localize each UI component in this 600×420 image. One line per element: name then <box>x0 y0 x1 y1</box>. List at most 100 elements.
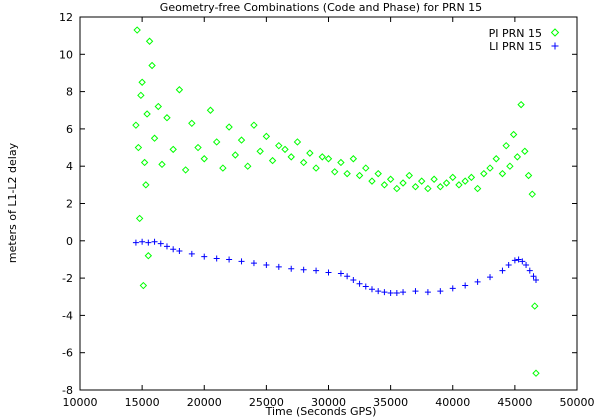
pi-prn-15-point <box>486 164 494 172</box>
y-tick-label: -2 <box>62 272 73 285</box>
li-prn-15-point <box>170 246 177 253</box>
pi-prn-15-point <box>411 183 420 191</box>
li-prn-15-point <box>505 262 512 269</box>
pi-prn-15-point <box>473 184 482 193</box>
li-prn-15-point <box>350 276 357 283</box>
pi-prn-15-point <box>506 162 514 170</box>
pi-prn-15-point <box>163 114 171 122</box>
x-tick-label: 40000 <box>435 396 470 409</box>
li-prn-15-point <box>157 240 164 247</box>
li-prn-15-point <box>462 282 469 289</box>
pi-prn-15-point <box>144 252 153 260</box>
y-tick-label: 4 <box>66 160 73 173</box>
pi-prn-15-point <box>237 136 246 144</box>
x-tick-label: 10000 <box>63 396 98 409</box>
pi-prn-15-point <box>306 149 314 157</box>
pi-prn-15-point <box>337 158 345 167</box>
pi-prn-15-point <box>135 214 144 223</box>
pi-prn-15-point <box>399 179 407 187</box>
legend-marker-diamond <box>550 28 560 37</box>
pi-prn-15-point <box>442 179 451 187</box>
pi-prn-15-point <box>143 110 151 118</box>
li-prn-15-point <box>176 248 183 255</box>
li-prn-15-point <box>213 255 220 262</box>
li-prn-15-point <box>151 238 158 245</box>
pi-prn-15-point <box>467 173 476 182</box>
legend-marker-plus <box>551 42 559 50</box>
li-prn-15-point <box>375 288 382 295</box>
pi-prn-15-point <box>521 147 529 155</box>
legend-label-pi-prn-15: PI PRN 15 <box>489 27 542 40</box>
li-prn-15-point <box>381 289 388 296</box>
li-prn-15-point <box>362 283 369 290</box>
li-prn-15-point <box>526 267 533 274</box>
pi-prn-15-point <box>293 138 302 146</box>
li-prn-15-point <box>519 258 526 265</box>
pi-prn-15-point <box>380 181 389 189</box>
pi-prn-15-point <box>368 177 376 185</box>
pi-prn-15-point <box>331 168 339 176</box>
pi-prn-15-point <box>275 141 283 150</box>
li-prn-15-point <box>474 278 481 285</box>
pi-prn-15-point <box>133 26 141 34</box>
pi-prn-15-point <box>219 164 227 172</box>
pi-prn-15-point <box>405 171 413 180</box>
pi-prn-15-point <box>455 181 463 189</box>
pi-prn-15-point <box>498 169 507 178</box>
pi-prn-15-point <box>355 171 364 180</box>
pi-prn-15-point <box>137 91 145 100</box>
pi-prn-15-point <box>517 100 525 109</box>
legend-label-li-prn-15: LI PRN 15 <box>489 40 542 53</box>
pi-prn-15-point <box>461 177 469 185</box>
li-prn-15-point <box>356 280 363 287</box>
pi-prn-15-point <box>200 155 208 163</box>
li-prn-15-point <box>387 290 394 297</box>
pi-prn-15-point <box>343 169 351 178</box>
pi-prn-15-point <box>142 181 150 189</box>
pi-prn-15-point <box>194 143 202 152</box>
pi-prn-15-point <box>424 184 432 193</box>
li-prn-15-point <box>412 288 419 295</box>
pi-prn-15-point <box>158 160 166 169</box>
pi-prn-15-point <box>134 143 143 152</box>
pi-prn-15-point <box>287 153 295 161</box>
pi-prn-15-point <box>318 153 326 161</box>
y-tick-label: -6 <box>62 347 73 360</box>
pi-prn-15-point <box>231 151 240 159</box>
pi-prn-15-point <box>531 302 539 310</box>
pi-prn-15-point <box>138 78 146 86</box>
pi-prn-15-point <box>281 145 289 154</box>
pi-prn-15-point <box>268 156 277 165</box>
pi-prn-15-point <box>393 184 401 193</box>
pi-prn-15-point <box>140 158 149 167</box>
pi-prn-15-point <box>181 166 190 174</box>
li-prn-15-point <box>499 267 506 274</box>
li-prn-15-point <box>250 260 257 267</box>
pi-prn-15-point <box>528 190 536 198</box>
pi-prn-15-point <box>312 164 320 172</box>
li-prn-15-point <box>344 273 351 280</box>
li-prn-15-point <box>300 266 307 273</box>
y-tick-label: 12 <box>59 11 73 24</box>
pi-prn-15-point <box>430 175 438 183</box>
x-axis-title: Time (Seconds GPS) <box>265 405 377 418</box>
x-tick-label: 30000 <box>311 396 346 409</box>
pi-prn-15-point <box>374 169 382 178</box>
li-prn-15-point <box>368 286 375 293</box>
li-prn-15-point <box>238 258 245 265</box>
pi-prn-15-point <box>150 134 159 142</box>
pi-prn-15-point <box>148 61 156 70</box>
pi-prn-15-point <box>256 147 264 155</box>
pi-prn-15-point <box>188 119 196 128</box>
li-prn-15-point <box>400 289 407 296</box>
li-prn-15-point <box>511 257 518 264</box>
y-tick-label: 2 <box>66 198 73 211</box>
pi-prn-15-point <box>169 145 177 154</box>
x-tick-label: 50000 <box>560 396 595 409</box>
li-prn-15-point <box>188 250 195 257</box>
data-points <box>132 26 540 377</box>
x-tick-label: 35000 <box>373 396 408 409</box>
li-prn-15-point <box>530 273 537 280</box>
li-prn-15-point <box>132 239 139 246</box>
